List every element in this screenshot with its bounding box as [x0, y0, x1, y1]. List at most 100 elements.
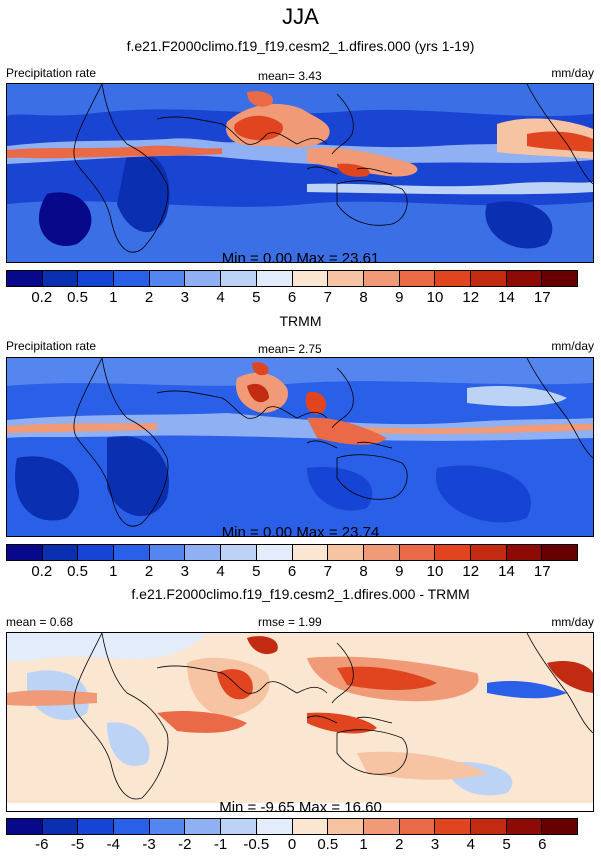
panel2-subtitle: TRMM: [279, 313, 322, 329]
colorbar-tick-label: 5: [252, 289, 261, 306]
colorbar-swatch: [221, 545, 257, 560]
colorbar-swatch: [435, 271, 471, 286]
colorbar-swatch: [470, 271, 507, 286]
colorbar-swatch: [470, 545, 507, 560]
colorbar-tick-label: 5: [252, 563, 261, 580]
colorbar-tick-label: 2: [144, 563, 154, 580]
colorbar-swatch: [221, 819, 257, 834]
colorbar-tick-label: 3: [180, 289, 189, 306]
colorbar-swatch: [328, 819, 364, 834]
panel3-left-label: mean = 0.68: [6, 615, 74, 629]
panel2-left-label: Precipitation rate: [6, 339, 97, 353]
colorbar-tick-label: 2: [144, 289, 154, 306]
panel3-right-label: mm/day: [551, 615, 594, 629]
colorbar-swatch: [506, 271, 543, 286]
colorbar-swatch: [399, 271, 436, 286]
colorbar-tick-label: 9: [395, 289, 404, 306]
colorbar-swatch: [7, 271, 43, 286]
colorbar-tick-label: 9: [395, 563, 404, 580]
panel3-colorbar-ticks: -6 -5 -4 -3 -2 -1 -0.5 0 0.5 1 2 3 4 5 6: [6, 836, 578, 853]
colorbar-swatch: [114, 545, 150, 560]
colorbar-swatch: [542, 271, 577, 286]
colorbar-tick-label: 14: [498, 289, 515, 306]
panel1-right-label: mm/day: [551, 66, 594, 80]
colorbar-tick-label: 0.5: [67, 289, 88, 306]
colorbar-swatch: [149, 545, 186, 560]
colorbar-tick-label: 1: [109, 289, 118, 306]
panel1-center-label: mean= 3.43: [258, 69, 322, 83]
colorbar-tick-label: 17: [533, 289, 551, 306]
colorbar-swatch: [506, 545, 543, 560]
colorbar-tick-label: -2: [178, 836, 192, 853]
colorbar-tick-label: 0: [287, 836, 297, 853]
colorbar-swatch: [399, 819, 436, 834]
colorbar-swatch: [328, 271, 364, 286]
colorbar-swatch: [185, 271, 222, 286]
colorbar-swatch: [185, 545, 222, 560]
colorbar-swatch: [185, 819, 222, 834]
colorbar-tick-label: -4: [106, 836, 120, 853]
colorbar-swatch: [7, 545, 43, 560]
colorbar-swatch: [399, 545, 436, 560]
colorbar-tick-label: 1: [359, 836, 368, 853]
colorbar-tick-label: 4: [216, 289, 225, 306]
colorbar-swatch: [292, 545, 329, 560]
colorbar-tick-label: -3: [142, 836, 156, 853]
figure-title: JJA: [282, 4, 319, 29]
colorbar-swatch: [256, 545, 293, 560]
panel3-center-label: rmse = 1.99: [258, 615, 322, 629]
colorbar-tick-label: 12: [462, 563, 480, 580]
panel2-colorbar: [6, 544, 578, 561]
colorbar-tick-label: -6: [35, 836, 49, 853]
colorbar-swatch: [470, 819, 507, 834]
colorbar-tick-label: 7: [323, 289, 332, 306]
colorbar-tick-label: 6: [287, 563, 297, 580]
colorbar-swatch: [114, 819, 150, 834]
colorbar-swatch: [149, 271, 186, 286]
colorbar-tick-label: -1: [213, 836, 228, 853]
colorbar-tick-label: 3: [430, 836, 440, 853]
colorbar-tick-label: 6: [287, 289, 297, 306]
colorbar-tick-label: 6: [538, 836, 547, 853]
colorbar-tick-label: 7: [323, 563, 332, 580]
panel3-subtitle: f.e21.F2000climo.f19_f19.cesm2_1.dfires.…: [131, 586, 470, 602]
panel1-left-label: Precipitation rate: [6, 66, 97, 80]
colorbar-swatch: [292, 819, 329, 834]
colorbar-swatch: [363, 545, 400, 560]
panel1-subtitle: f.e21.F2000climo.f19_f19.cesm2_1.dfires.…: [126, 38, 475, 54]
colorbar-swatch: [149, 819, 186, 834]
colorbar-tick-label: 1: [109, 563, 118, 580]
colorbar-swatch: [78, 819, 115, 834]
colorbar-tick-label: -5: [70, 836, 85, 853]
colorbar-tick-label: 12: [462, 289, 480, 306]
colorbar-swatch: [78, 545, 115, 560]
colorbar-swatch: [42, 271, 79, 286]
colorbar-swatch: [542, 819, 577, 834]
colorbar-tick-label: 4: [466, 836, 475, 853]
colorbar-swatch: [7, 819, 43, 834]
colorbar-tick-label: -0.5: [243, 836, 270, 853]
colorbar-tick-label: 4: [216, 563, 225, 580]
panel1-stats: Min = 0.00 Max = 23.61: [221, 250, 380, 267]
colorbar-tick-label: 8: [359, 563, 368, 580]
colorbar-swatch: [42, 819, 79, 834]
panel2-center-label: mean= 2.75: [258, 342, 322, 356]
panel2-map: [6, 357, 594, 537]
colorbar-swatch: [256, 819, 293, 834]
colorbar-swatch: [542, 545, 577, 560]
colorbar-swatch: [256, 271, 293, 286]
colorbar-swatch: [292, 271, 329, 286]
colorbar-swatch: [363, 819, 400, 834]
colorbar-tick-label: 3: [180, 563, 189, 580]
colorbar-swatch: [42, 545, 79, 560]
colorbar-tick-label: 0.2: [31, 563, 53, 580]
colorbar-tick-label: 8: [359, 289, 368, 306]
panel2-right-label: mm/day: [551, 339, 594, 353]
colorbar-swatch: [435, 545, 471, 560]
colorbar-swatch: [328, 545, 364, 560]
colorbar-tick-label: 17: [533, 563, 551, 580]
colorbar-swatch: [114, 271, 150, 286]
panel1-map: [6, 83, 594, 263]
colorbar-tick-label: 10: [426, 563, 444, 580]
panel3-map: [6, 632, 594, 812]
